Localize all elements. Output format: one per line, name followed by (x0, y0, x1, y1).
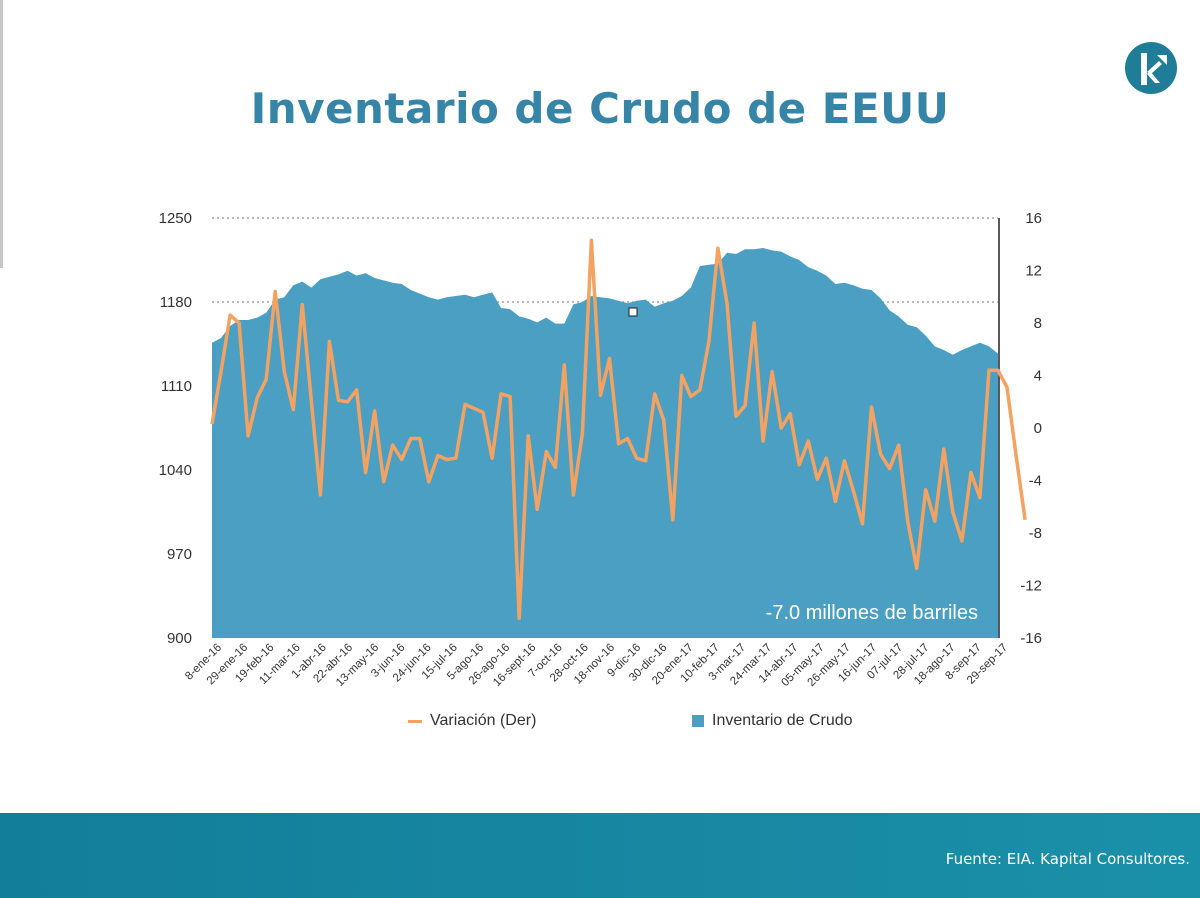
right-axis-tick: -4 (1029, 473, 1042, 490)
right-axis-tick: 4 (1034, 368, 1042, 385)
left-axis-tick: 1040 (159, 462, 192, 479)
kapital-logo (1125, 42, 1177, 94)
right-axis-tick: -8 (1029, 525, 1042, 542)
left-axis-tick: 1110 (161, 378, 192, 395)
page-title: Inventario de Crudo de EEUU (250, 84, 950, 133)
window-edge (0, 0, 3, 268)
left-axis-tick: 970 (167, 546, 192, 563)
right-axis-tick: 0 (1034, 420, 1042, 437)
left-axis-tick: 900 (167, 630, 192, 647)
right-axis-tick: 12 (1025, 263, 1042, 280)
legend-line-swatch (408, 719, 422, 723)
source-text: Fuente: EIA. Kapital Consultores. (945, 850, 1190, 868)
annotation-label: -7.0 millones de barriles (766, 602, 978, 624)
inventory-area (212, 248, 998, 638)
legend-inventory-label: Inventario de Crudo (712, 712, 853, 729)
legend-variation: Variación (Der) (408, 712, 536, 730)
right-axis-tick: -16 (1020, 630, 1042, 647)
footer-bar (0, 813, 1200, 898)
right-axis-tick: 8 (1034, 315, 1042, 332)
legend-area-swatch (692, 715, 704, 727)
variation-line (210, 238, 1027, 621)
selection-handle[interactable] (628, 307, 638, 317)
right-axis-tick: -12 (1020, 578, 1042, 595)
left-axis-tick: 1250 (159, 210, 192, 227)
legend-inventory: Inventario de Crudo (692, 712, 853, 730)
left-axis-tick: 1180 (160, 294, 192, 311)
right-axis-tick: 16 (1025, 210, 1042, 227)
legend-variation-label: Variación (Der) (430, 712, 537, 729)
